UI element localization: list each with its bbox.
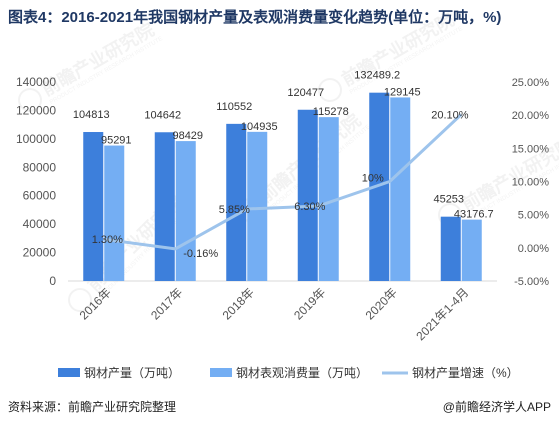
left-tick-label: 120000 <box>16 103 56 117</box>
x-axis: 2016年 2017年 2018年 2019年 2020年 2021年1-4月 <box>68 280 497 343</box>
bar-production <box>369 92 390 282</box>
label-growth: 10% <box>362 173 384 185</box>
x-tick-label: 2017年 <box>148 285 185 322</box>
label-consumption: 115278 <box>313 106 349 118</box>
label-production: 110552 <box>216 101 252 113</box>
bar-production <box>154 132 175 281</box>
left-tick-label: 140000 <box>16 75 56 89</box>
bar-production <box>440 216 461 281</box>
right-tick-label: 20.00% <box>512 110 550 122</box>
label-production: 120477 <box>287 87 324 99</box>
left-tick-label: 0 <box>49 274 56 288</box>
x-tick-label: 2018年 <box>220 285 257 322</box>
bar-consumption <box>461 219 482 281</box>
watermark-logo-ring <box>68 288 92 312</box>
label-production: 45253 <box>433 194 464 206</box>
footer: 资料来源：前瞻产业研究院整理 @前瞻经济学人APP <box>8 398 551 414</box>
right-tick-label: 5.00% <box>518 210 549 222</box>
label-production: 132489.2 <box>354 70 400 82</box>
chart-title: 图表4：2016-2021年我国钢材产量及表观消费量变化趋势(单位：万吨，%) <box>8 9 502 26</box>
label-production: 104642 <box>144 109 181 121</box>
right-y-axis: -5.00% 0.00% 5.00% 10.00% 15.00% 20.00% 25.00% <box>512 77 550 288</box>
label-consumption: 43176.7 <box>454 209 494 221</box>
bar-series-group <box>83 92 482 282</box>
right-tick-label: 25.00% <box>512 77 550 89</box>
growth-line <box>103 113 463 251</box>
bar-consumption <box>247 131 268 281</box>
bar-consumption <box>390 97 411 282</box>
left-tick-label: 40000 <box>23 217 57 231</box>
bar-production <box>83 132 104 281</box>
right-tick-label: -5.00% <box>514 276 549 288</box>
legend: 钢材产量（万吨） 钢材表观消费量（万吨） 钢材产量增速（%） <box>58 366 519 380</box>
label-production: 104813 <box>73 109 110 121</box>
label-growth: 1.30% <box>92 234 123 246</box>
label-consumption: 98429 <box>172 130 203 142</box>
bar-consumption <box>175 141 196 281</box>
data-label-group: 104813 95291 104642 98429 110552 104935 120477… <box>73 70 494 260</box>
label-consumption: 95291 <box>101 135 132 147</box>
growth-line-group <box>103 113 463 251</box>
label-growth: -0.16% <box>183 248 218 260</box>
x-tick-label: 2019年 <box>291 285 328 322</box>
label-consumption: 129145 <box>384 86 421 98</box>
legend-swatch-1 <box>210 368 232 377</box>
bar-consumption <box>318 117 339 281</box>
right-tick-label: 15.00% <box>512 143 550 155</box>
bar-production <box>226 123 247 281</box>
watermark-logo-ring <box>318 78 342 102</box>
watermark-logo-ring <box>18 88 42 112</box>
bar-consumption <box>104 145 125 281</box>
label-growth: 20.10% <box>431 110 469 122</box>
left-tick-label: 60000 <box>23 189 57 203</box>
left-tick-label: 80000 <box>23 160 57 174</box>
left-tick-label: 20000 <box>23 246 57 260</box>
label-growth: 5.85% <box>219 204 250 216</box>
left-tick-label: 100000 <box>16 132 56 146</box>
left-y-axis: 0 20000 40000 60000 80000 100000 120000 140000 <box>16 75 56 288</box>
source-note: 资料来源：前瞻产业研究院整理 <box>8 400 177 414</box>
x-tick-label: 2020年 <box>363 285 400 322</box>
legend-label: 钢材产量增速（%） <box>412 366 519 380</box>
brand-credit: @前瞻经济学人APP <box>442 400 551 414</box>
legend-label: 钢材产量（万吨） <box>84 366 180 380</box>
label-consumption: 104935 <box>241 121 278 133</box>
label-growth: 6.30% <box>294 201 325 213</box>
right-tick-label: 10.00% <box>512 177 550 189</box>
bar-production <box>297 109 318 281</box>
x-tick-label: 2021年1-4月 <box>413 285 471 343</box>
legend-swatch-0 <box>58 368 80 377</box>
legend-label: 钢材表观消费量（万吨） <box>236 366 368 380</box>
right-tick-label: 0.00% <box>518 243 549 255</box>
